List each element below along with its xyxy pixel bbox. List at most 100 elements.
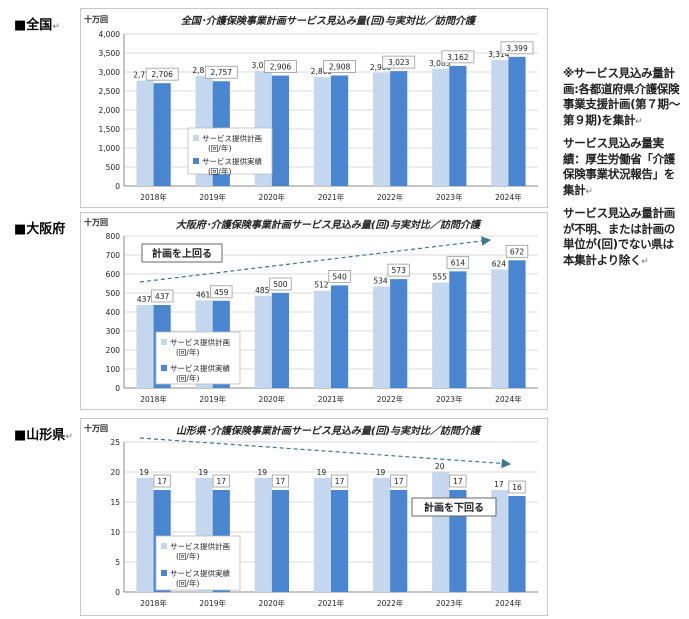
legend-swatch-plan xyxy=(161,543,167,549)
x-tick-label: 2023年 xyxy=(436,192,463,202)
legend-label-unit: (回/年) xyxy=(208,143,231,153)
note-exclusion: サービス見込み量計画が不明、または計画の単位が(回)でない県は本集計より除く↵ xyxy=(563,206,675,267)
data-label-plan: 3,085 xyxy=(429,59,451,68)
bar-plan xyxy=(313,77,331,186)
legend-box xyxy=(187,127,273,175)
legend-label: サービス提供実績 xyxy=(170,568,230,578)
x-tick-label: 2018年 xyxy=(140,394,167,404)
x-tick-label: 2021年 xyxy=(318,394,345,404)
y-tick-label: 2,000 xyxy=(99,106,121,115)
chart-national-svg: 全国･介護保険事業計画サービス見込み量(回)与実対比／訪問介護 十万回 0 500 1,… xyxy=(80,8,548,208)
bar-actual xyxy=(271,75,290,186)
chart-title: 山形県･介護保険事業計画サービス見込み量(回)与実対比／訪問介護 xyxy=(176,425,482,437)
bar-actual xyxy=(449,65,467,186)
trend-arrow xyxy=(139,236,492,283)
data-label-actual: 437 xyxy=(155,292,170,301)
bar-actual xyxy=(508,260,526,388)
note-plan-source: ※サービス見込み量計画:各都道府県介護保険事業支援計画(第７期〜第９期)を集計↵ xyxy=(563,66,680,127)
chart-title: 全国･介護保険事業計画サービス見込み量(回)与実対比／訪問介護 xyxy=(181,15,477,27)
legend-label-unit: (回/年) xyxy=(176,347,199,357)
data-label-plan: 2,980 xyxy=(370,63,392,72)
return-mark-icon: ↵ xyxy=(52,22,60,32)
bar-actual xyxy=(508,496,526,592)
data-label-box xyxy=(328,270,351,283)
legend-swatch-plan xyxy=(161,339,167,345)
bar-actual xyxy=(331,490,349,592)
y-tick-label: 200 xyxy=(106,346,121,355)
data-label-plan: 555 xyxy=(433,273,448,282)
bar-actual xyxy=(449,271,467,388)
data-label-box xyxy=(204,65,238,79)
data-label-actual: 2,908 xyxy=(329,62,351,71)
square-marker-icon: ■ xyxy=(14,222,27,237)
bar-actual xyxy=(508,56,526,187)
bar-actual xyxy=(331,285,349,388)
y-tick-label: 0 xyxy=(115,384,120,393)
legend-swatch-actual xyxy=(161,365,167,371)
y-tick-label: 1,500 xyxy=(99,125,121,134)
y-tick-label: 600 xyxy=(106,270,121,279)
data-label-actual: 17 xyxy=(157,477,167,486)
bar-plan xyxy=(313,478,331,592)
x-tick-label: 2021年 xyxy=(318,598,345,608)
data-label-box xyxy=(212,474,230,488)
x-tick-label: 2019年 xyxy=(199,192,226,202)
legend-label: サービス提供計画 xyxy=(202,133,262,143)
data-label-box xyxy=(210,285,233,299)
chart-osaka-svg: 大阪府･介護保険事業計画サービス見込み量(回)与実対比／訪問介護 十万回 0 100 2… xyxy=(80,212,548,410)
bar-actual xyxy=(153,83,171,186)
x-tick-label: 2020年 xyxy=(259,192,286,202)
data-label-actual: 2,906 xyxy=(270,63,292,72)
chart-national: 全国･介護保険事業計画サービス見込み量(回)与実対比／訪問介護 十万回 0 500 1,… xyxy=(80,8,548,208)
region-label-yamagata: ■山形県↵ xyxy=(14,424,73,443)
data-label-plan: 2,775 xyxy=(133,71,155,80)
data-label-actual: 17 xyxy=(217,477,227,486)
region-label-text: 大阪府 xyxy=(26,222,66,237)
data-label-actual: 614 xyxy=(451,258,466,267)
data-label-plan: 437 xyxy=(137,295,152,304)
y-tick-label: 500 xyxy=(106,289,121,298)
return-mark-icon: ↵ xyxy=(585,186,593,197)
unit-label: 十万回 xyxy=(84,217,108,227)
y-tick-label: 0 xyxy=(115,588,120,597)
data-label-box xyxy=(145,67,179,81)
x-tick-label: 2018年 xyxy=(140,598,167,608)
data-label-plan: 19 xyxy=(139,468,149,477)
y-tick-label: 400 xyxy=(106,308,121,317)
bar-plan xyxy=(136,304,154,388)
bar-plan xyxy=(432,282,450,388)
data-label-actual: 500 xyxy=(273,280,288,289)
data-label-actual: 17 xyxy=(335,477,345,486)
data-label-actual: 17 xyxy=(453,477,463,486)
x-tick-label: 2023年 xyxy=(436,394,463,404)
data-label-plan: 485 xyxy=(255,286,270,295)
legend-swatch-actual xyxy=(161,570,167,576)
y-tick-label: 15 xyxy=(110,498,120,507)
data-label-actual: 3,162 xyxy=(447,53,469,62)
bar-actual xyxy=(271,293,290,388)
x-tick-label: 2021年 xyxy=(318,192,345,202)
return-mark-icon: ↵ xyxy=(65,432,73,442)
bar-plan xyxy=(491,269,509,388)
legend-label-unit: (回/年) xyxy=(176,578,199,588)
trend-arrow xyxy=(139,437,512,469)
data-label-plan: 19 xyxy=(376,468,386,477)
y-tick-label: 0 xyxy=(115,182,120,191)
legend-box xyxy=(155,331,241,385)
note-actual-source: サービス見込み量実績：厚生労働省「介護保険事業状況報告」を集計↵ xyxy=(563,136,675,197)
bar-plan xyxy=(136,80,154,186)
legend-swatch-actual xyxy=(193,158,199,164)
y-tick-label: 20 xyxy=(110,468,120,477)
x-tick-label: 2019年 xyxy=(199,598,226,608)
square-marker-icon: ■ xyxy=(14,18,27,33)
x-tick-label: 2022年 xyxy=(377,598,404,608)
unit-label: 十万回 xyxy=(84,14,108,24)
bar-plan xyxy=(432,68,450,186)
region-label-text: 全国 xyxy=(26,18,53,33)
data-label-box xyxy=(150,289,174,303)
x-tick-label: 2019年 xyxy=(199,394,226,404)
chart-title: 大阪府･介護保険事業計画サービス見込み量(回)与実対比／訪問介護 xyxy=(176,219,482,231)
y-tick-label: 5 xyxy=(115,558,120,567)
x-tick-label: 2018年 xyxy=(140,192,167,202)
data-label-plan: 3,314 xyxy=(488,50,510,59)
